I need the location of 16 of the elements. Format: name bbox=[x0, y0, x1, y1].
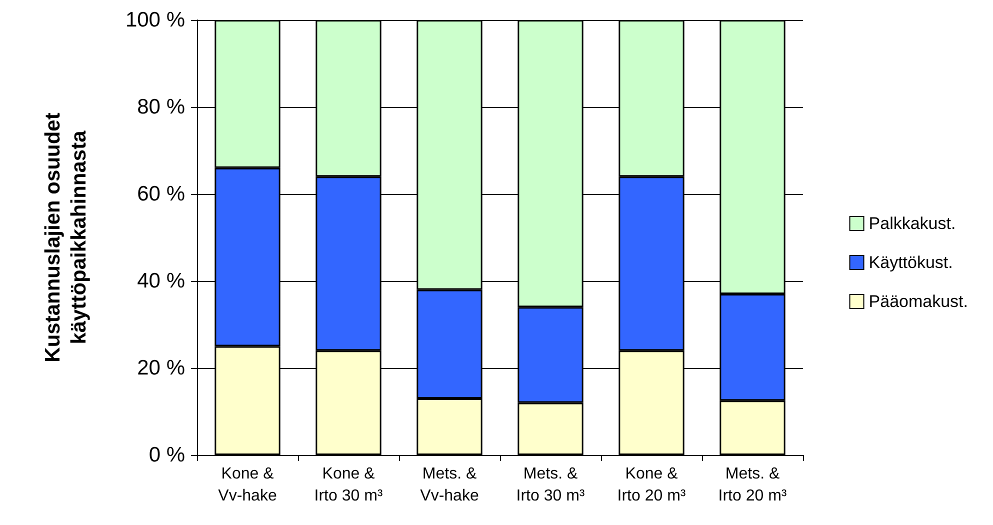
x-tick-label: Kone & Irto 20 m³ bbox=[617, 466, 686, 504]
y-tick-label: 60 % bbox=[137, 182, 185, 206]
legend-label: Käyttökust. bbox=[868, 253, 953, 272]
x-tick-label: Kone & Vv-hake bbox=[218, 466, 277, 504]
y-tick-label: 80 % bbox=[137, 96, 185, 118]
y-axis-title: Kustannuslajien osuudet käyttöpaikkahinnasta bbox=[42, 112, 90, 362]
x-tick-label: Mets. & Irto 30 m³ bbox=[516, 466, 586, 504]
legend-label: Palkkakust. bbox=[868, 214, 956, 233]
y-tick-label: 40 % bbox=[137, 270, 185, 292]
x-tick-label: Kone & Irto 30 m³ bbox=[314, 466, 384, 504]
y-tick-label: 100 % bbox=[125, 8, 185, 32]
y-tick-label: 0 % bbox=[148, 444, 185, 466]
legend-label: Pääomakust. bbox=[868, 292, 968, 311]
y-tick-label: 20 % bbox=[137, 356, 185, 380]
x-tick-label: Mets. & Vv-hake bbox=[420, 466, 479, 504]
x-tick-label: Mets. & Irto 20 m³ bbox=[718, 466, 788, 504]
